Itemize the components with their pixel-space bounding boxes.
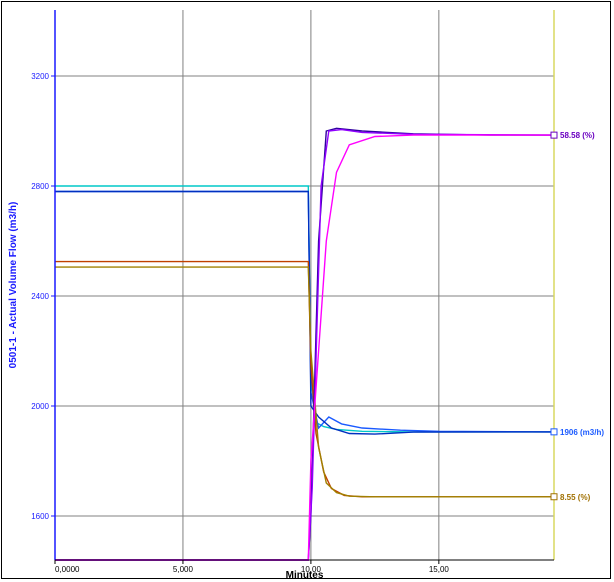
end-value-label: 58.58 (%): [560, 131, 595, 140]
axes: [54, 10, 555, 561]
series-line: [55, 134, 554, 561]
series-line: [55, 266, 554, 498]
y-tick-labels: 1600 2000 2400 2800 3200: [31, 72, 55, 521]
x-tick-labels: 0,0000 5,000 10,00 15,00: [54, 560, 450, 574]
y-axis-title: 0501-1 - Actual Volume Flow (m3/h): [8, 202, 19, 369]
y-tick-label: 3200: [31, 72, 49, 81]
series-line: [55, 190, 555, 435]
end-value-labels: 58.58 (%) 1906 (m3/h) 8.55 (%): [550, 131, 604, 502]
end-value-marker: [550, 428, 558, 436]
series-line: [55, 128, 555, 561]
y-tick-label: 2400: [31, 292, 49, 301]
y-tick-label: 1600: [31, 512, 49, 521]
end-value-label: 8.55 (%): [560, 493, 591, 502]
x-tick-label: 15,00: [429, 565, 450, 574]
x-tick-label: 0,0000: [55, 565, 80, 574]
series-line: [55, 185, 554, 433]
series-line: [55, 127, 554, 561]
series-line: [55, 190, 555, 433]
y-tick-label: 2000: [31, 402, 49, 411]
end-value-label: 1906 (m3/h): [560, 428, 604, 437]
grid-lines: [55, 10, 554, 560]
x-tick-label: 5,000: [173, 565, 194, 574]
y-tick-label: 2800: [31, 182, 49, 191]
end-value-marker: [550, 493, 558, 501]
x-axis-title: Minutes: [286, 570, 324, 580]
x-tick-label: 10,00: [301, 565, 322, 574]
series-lines: [55, 127, 555, 561]
end-value-marker: [550, 131, 558, 139]
series-line: [55, 260, 554, 498]
